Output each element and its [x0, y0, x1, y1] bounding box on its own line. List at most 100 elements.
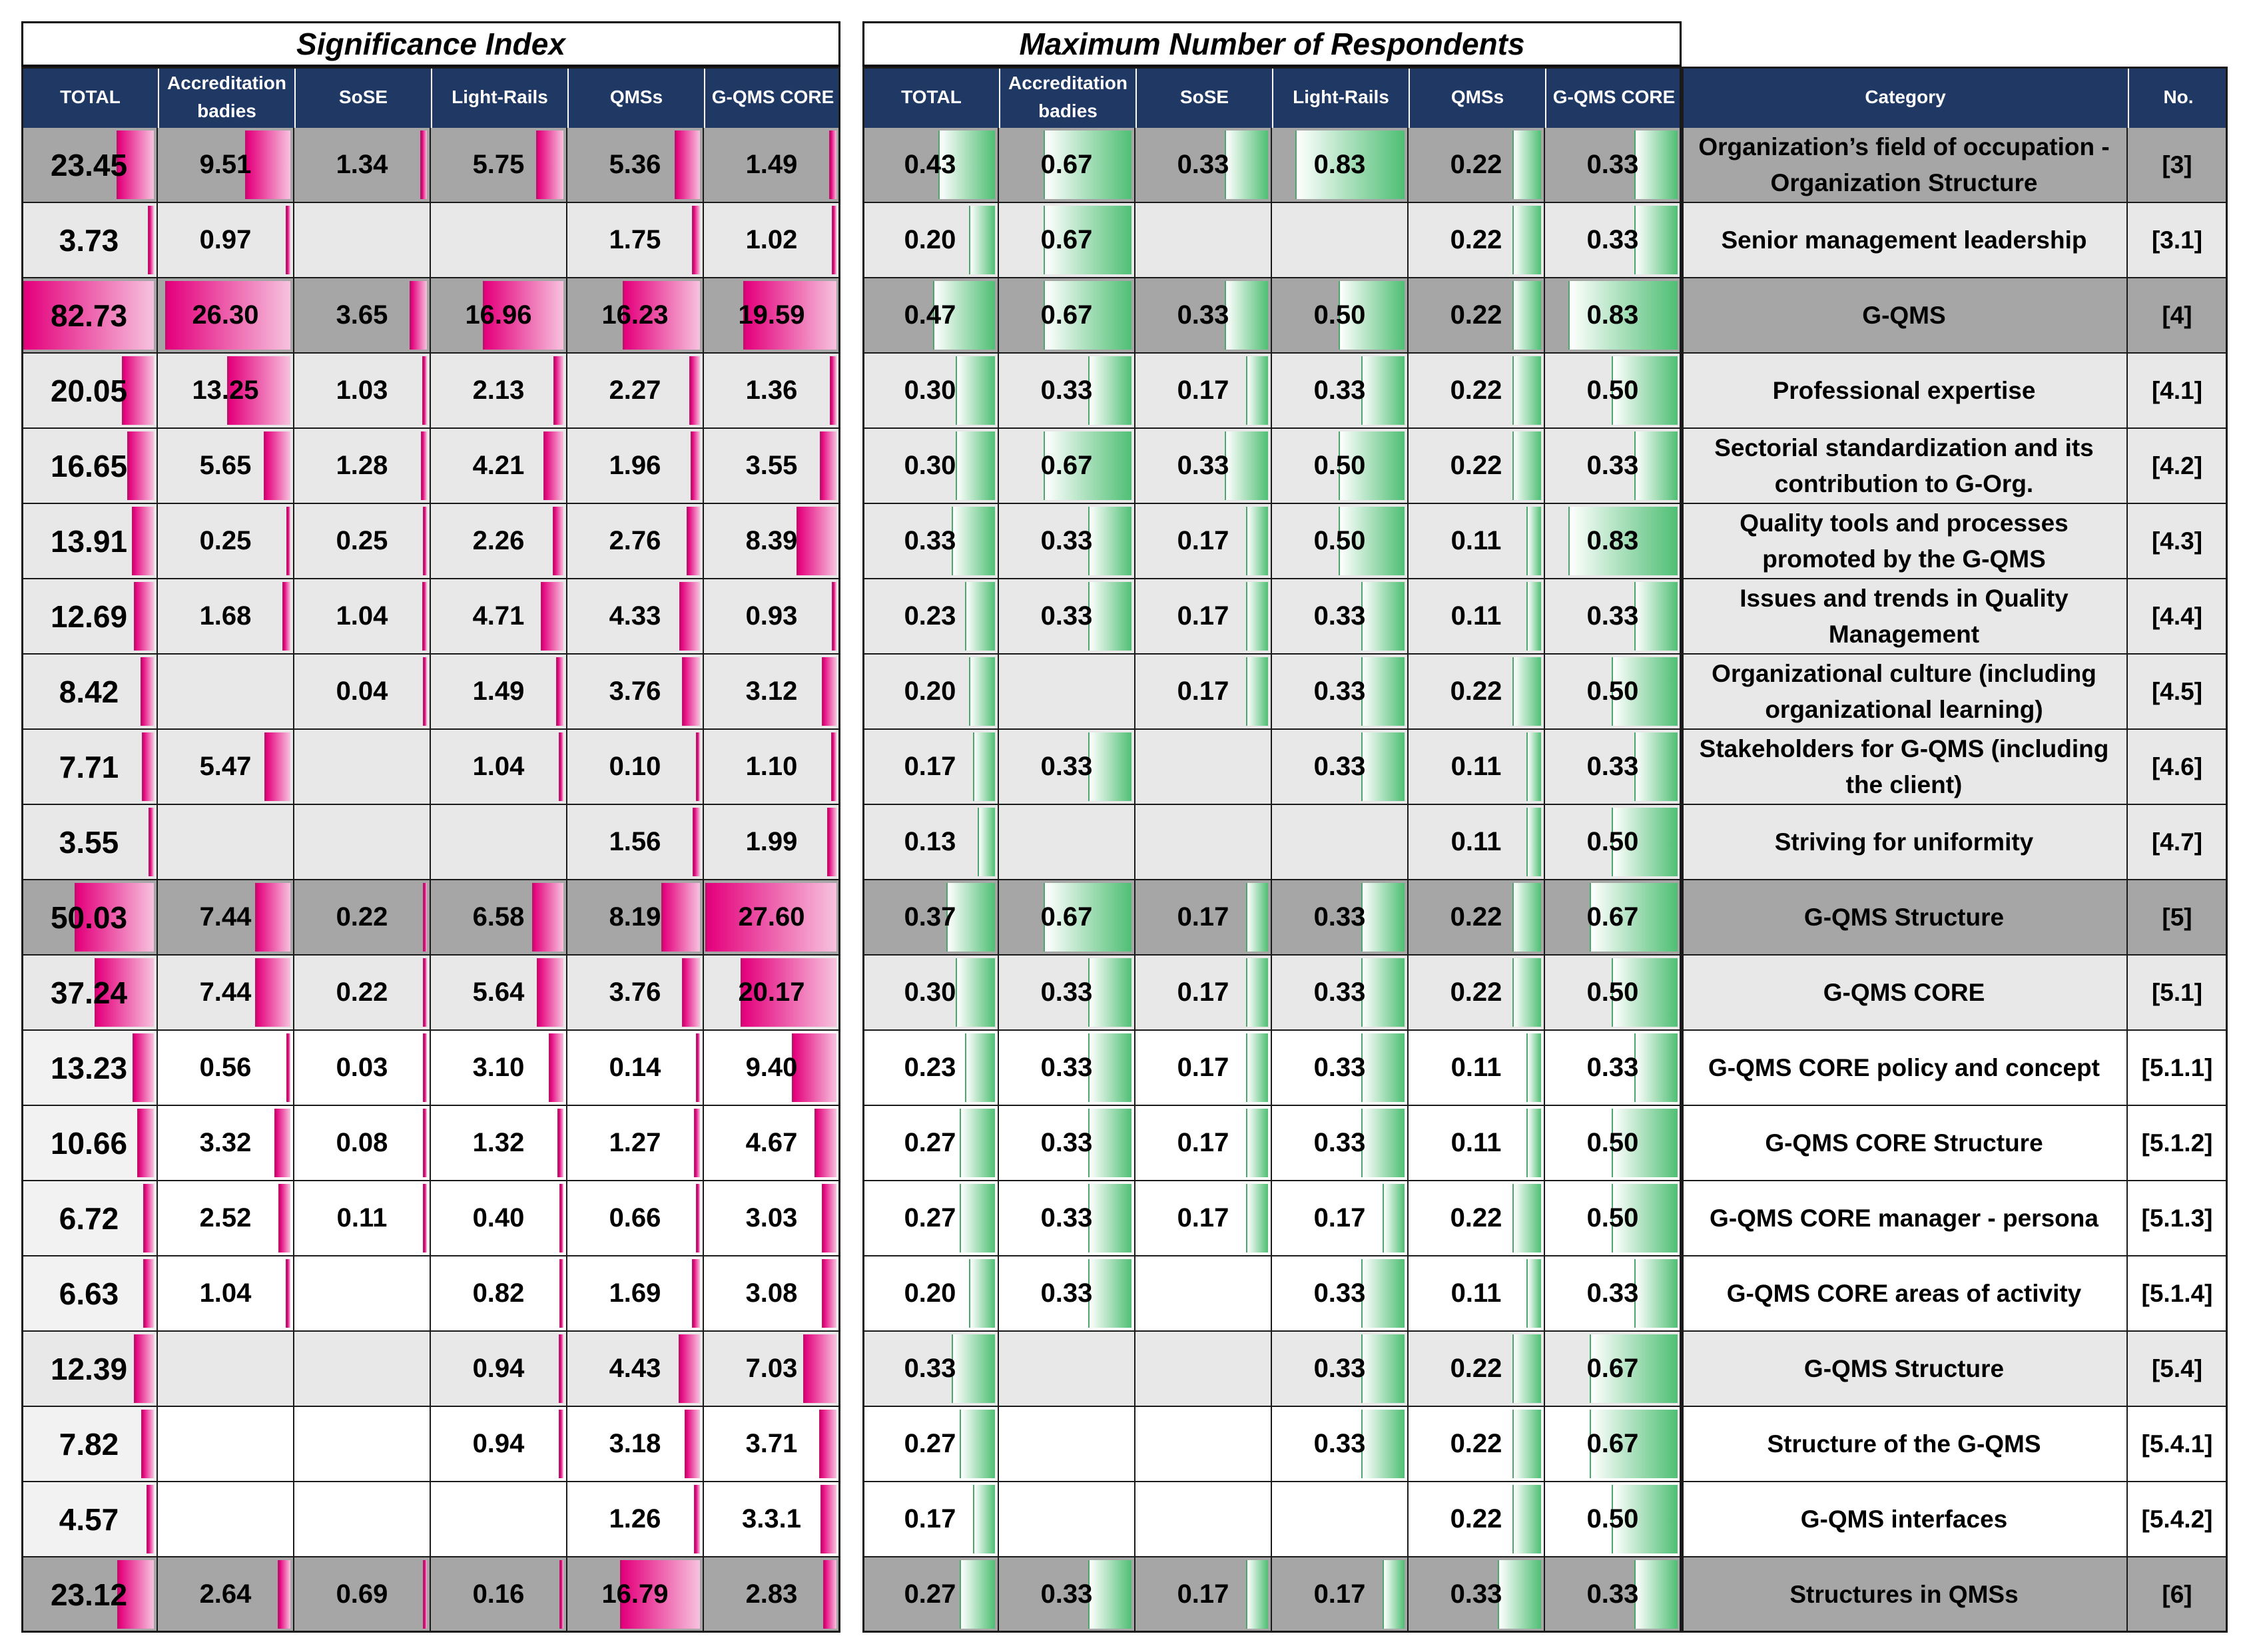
respondents-value: 0.50: [1313, 526, 1366, 555]
respondents-bar: [1634, 582, 1678, 651]
respondents-cell: 0.33: [999, 1181, 1135, 1256]
significance-cell: 1.96: [567, 429, 704, 504]
significance-value: 2.52: [199, 1203, 252, 1233]
respondents-bar: [956, 431, 995, 500]
respondents-cell: 0.22: [1409, 655, 1545, 730]
significance-value: 7.03: [745, 1354, 798, 1383]
significance-cell: 3.12: [704, 655, 840, 730]
significance-bar: [549, 1033, 563, 1102]
significance-value: 26.30: [192, 300, 259, 330]
significance-bar: [692, 1259, 700, 1328]
significance-value: 1.04: [472, 752, 525, 781]
respondents-value: 0.33: [1040, 1128, 1093, 1157]
significance-cell: 1.36: [704, 354, 840, 429]
significance-cell: 1.34: [294, 128, 431, 203]
significance-value: [294, 1256, 430, 1330]
significance-value: 20.05: [50, 373, 128, 408]
respondents-column-header: Accreditation badies: [999, 67, 1135, 128]
significance-cell: 0.22: [294, 956, 431, 1031]
significance-cell: 7.44: [158, 880, 294, 956]
row-number: [5.4.1]: [2141, 1430, 2213, 1458]
respondents-bar: [1088, 582, 1131, 651]
significance-value: 0.66: [609, 1203, 661, 1233]
respondents-cell: [1272, 1482, 1409, 1557]
respondents-value: [1135, 1482, 1271, 1556]
respondents-bar: [1634, 1560, 1678, 1629]
respondents-value: 0.67: [1040, 225, 1093, 254]
category-label: G-QMS CORE areas of activity: [1726, 1279, 2082, 1307]
significance-value: 0.03: [336, 1053, 388, 1082]
significance-value: 2.64: [199, 1579, 252, 1609]
significance-value: 9.40: [745, 1053, 798, 1082]
respondents-cell: 0.33: [1545, 730, 1682, 805]
category-label: Sectorial standardization and its contri…: [1714, 433, 2094, 497]
respondents-cell: 0.47: [862, 278, 999, 354]
respondents-cell: 0.11: [1409, 1256, 1545, 1332]
significance-bar: [141, 657, 154, 726]
significance-value: [294, 1482, 430, 1556]
respondents-value: 0.23: [904, 601, 956, 631]
significance-cell: 0.25: [158, 504, 294, 579]
respondents-value: [1135, 1407, 1271, 1481]
respondents-cell: 0.17: [1135, 1181, 1272, 1256]
respondents-value: 0.33: [1313, 977, 1366, 1007]
significance-bar: [422, 582, 427, 651]
respondents-bar: [1088, 1109, 1131, 1177]
row-number: [4]: [2162, 301, 2192, 329]
significance-value: 1.69: [609, 1278, 661, 1308]
respondents-cell: 0.11: [1409, 730, 1545, 805]
significance-bar: [696, 1184, 700, 1252]
significance-value: 0.97: [199, 225, 252, 254]
significance-value: 1.03: [336, 376, 388, 405]
category-label: Organizational culture (including organi…: [1712, 659, 2096, 723]
respondents-bar: [1339, 431, 1405, 500]
respondents-bar: [1044, 431, 1131, 500]
category-label: G-QMS CORE policy and concept: [1708, 1053, 2100, 1081]
significance-value: 0.22: [336, 902, 388, 932]
respondents-cell: [999, 805, 1135, 880]
respondents-cell: 0.33: [1272, 730, 1409, 805]
respondents-cell: [1272, 203, 1409, 278]
category-cell: G-QMS CORE policy and concept: [1682, 1031, 2128, 1106]
significance-bar: [832, 582, 836, 651]
respondents-bar: [952, 507, 995, 575]
significance-bar: [820, 1485, 836, 1553]
respondents-bar: [1339, 281, 1405, 350]
significance-bar: [142, 732, 154, 801]
respondents-cell: 0.83: [1545, 504, 1682, 579]
significance-bar: [149, 808, 154, 876]
category-cell: G-QMS CORE Structure: [1682, 1106, 2128, 1181]
respondents-cell: 0.33: [999, 1031, 1135, 1106]
respondents-bar: [1246, 1184, 1268, 1252]
respondents-bar: [973, 732, 995, 801]
significance-value: 3.32: [199, 1128, 252, 1157]
significance-value: 0.94: [472, 1429, 525, 1458]
significance-cell: 1.69: [567, 1256, 704, 1332]
respondents-column-header: Light-Rails: [1272, 67, 1409, 128]
significance-value: 4.67: [745, 1128, 798, 1157]
respondents-bar: [1088, 1033, 1131, 1102]
significance-value: 5.36: [609, 150, 661, 179]
significance-value: [294, 203, 430, 277]
significance-cell: [158, 805, 294, 880]
significance-cell: 3.10: [431, 1031, 567, 1106]
significance-cell: [431, 805, 567, 880]
respondents-bar: [1512, 657, 1541, 726]
respondents-cell: 0.33: [1272, 1256, 1409, 1332]
significance-bar: [694, 1485, 700, 1553]
significance-value: 16.96: [465, 300, 532, 330]
respondents-value: 0.83: [1313, 150, 1366, 179]
significance-bar: [831, 732, 836, 801]
significance-cell: 6.63: [21, 1256, 158, 1332]
respondents-value: 0.50: [1586, 1504, 1639, 1533]
significance-cell: 26.30: [158, 278, 294, 354]
category-cell: G-QMS CORE areas of activity: [1682, 1256, 2128, 1332]
respondents-value: [1135, 1332, 1271, 1406]
significance-cell: 0.08: [294, 1106, 431, 1181]
respondents-value: 0.22: [1450, 150, 1502, 179]
respondents-cell: 0.33: [1272, 354, 1409, 429]
respondents-bar: [1634, 732, 1678, 801]
significance-bar: [687, 507, 700, 575]
significance-cell: [294, 1482, 431, 1557]
respondents-bar: [1361, 1109, 1405, 1177]
